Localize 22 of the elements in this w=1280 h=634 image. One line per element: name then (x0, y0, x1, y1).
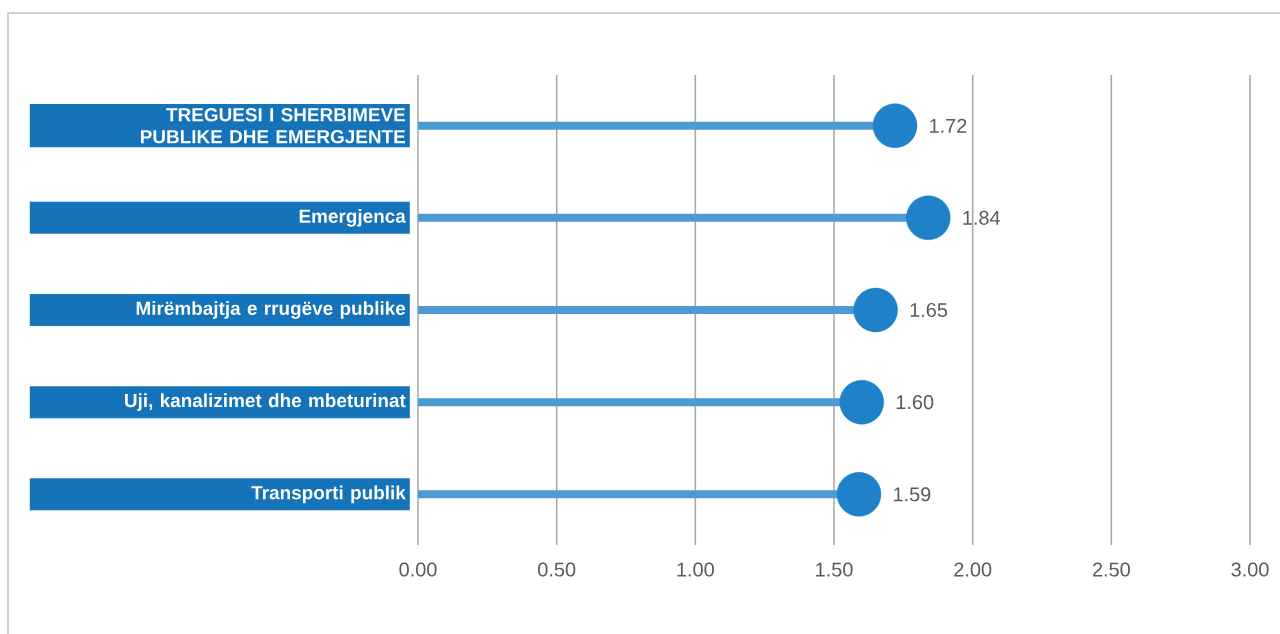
y-tick-label: Transporti publik (251, 485, 406, 504)
y-tick-label: Uji, kanalizimet dhe mbeturinat (125, 393, 406, 411)
x-tick-label: 2.00 (954, 562, 992, 577)
y-tick-label: Mirëmbajtja e rrugëve publike (136, 301, 406, 319)
x-tick-label: 1.00 (677, 562, 714, 577)
point (872, 103, 918, 148)
data-label: 1.65 (910, 302, 948, 318)
y-tick-label: TREGUESI I SHERBIMEVE PUBLIKE DHE EMERGJENTE (140, 108, 406, 144)
point (853, 287, 898, 333)
x-tick-label: 1.50 (816, 562, 853, 577)
data-label: 1.72 (930, 118, 967, 133)
data-label: 1.84 (963, 210, 1001, 225)
data-label: 1.59 (894, 487, 931, 502)
x-tick-label: 0.50 (538, 562, 576, 577)
point (836, 472, 882, 517)
point (839, 379, 884, 425)
point (906, 195, 951, 241)
y-tick-label: Emergjenca (299, 208, 406, 227)
x-tick-label: 2.50 (1092, 562, 1130, 577)
data-label: 1.60 (896, 395, 934, 410)
x-tick-label: 3.00 (1231, 562, 1269, 577)
x-tick-label: 0.00 (399, 562, 437, 577)
